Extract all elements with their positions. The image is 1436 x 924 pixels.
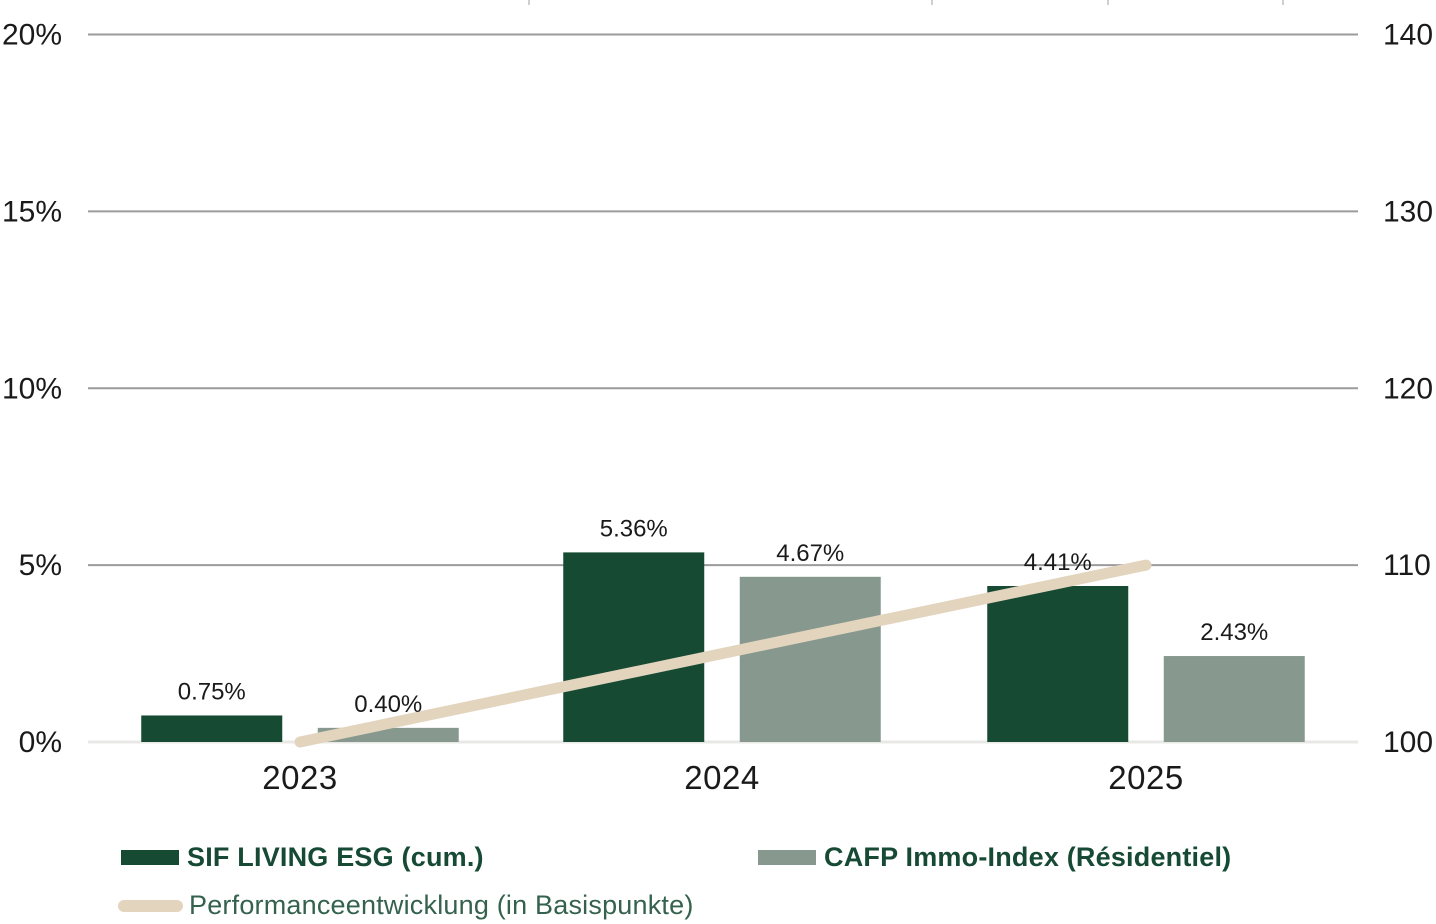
left-axis-tick-label: 15% [2,195,62,228]
right-axis-tick-label: 100 [1383,726,1433,759]
bar-dark-2024 [563,552,705,742]
bar-value-label: 4.67% [776,540,844,567]
legend-item-sif-living: SIF LIVING ESG (cum.) [121,844,484,871]
bar-value-label: 2.43% [1200,619,1268,646]
right-axis-tick-label: 130 [1383,195,1433,228]
bar-value-label: 4.41% [1024,549,1092,576]
left-axis-tick-label: 20% [2,19,62,52]
bar-sage-2024 [739,576,881,742]
right-axis-tick-label: 110 [1383,549,1431,582]
year-label-2025: 2025 [1108,759,1183,796]
legend-item-cafp-index: CAFP Immo-Index (Résidentiel) [758,844,1231,871]
legend-swatch-dark-green [121,850,179,865]
left-axis-tick-label: 10% [2,372,62,405]
performance-line [294,559,1152,748]
legend-swatch-beige-line [118,899,183,912]
bar-value-label: 5.36% [600,515,668,542]
bar-value-label: 0.40% [354,691,422,718]
legend-swatch-sage-green [758,850,816,865]
right-axis-tick-label: 140 [1383,19,1433,52]
right-axis-tick-label: 120 [1383,372,1433,405]
bar-dark-2023 [141,715,283,742]
bar-value-label: 0.75% [178,678,246,705]
bar-sage-2025 [1163,656,1305,742]
legend-label-performance-line: Performanceentwicklung (in Basispunkte) [189,890,694,920]
chart-legend: SIF LIVING ESG (cum.) CAFP Immo-Index (R… [0,830,1436,924]
legend-label-sif-living: SIF LIVING ESG (cum.) [187,842,484,872]
left-axis-tick-label: 0% [19,726,62,759]
performance-bar-line-chart: 0.75% 5.36% 4.41% 0.40% 4.67% 2.43% 20% 15% 10% 5… [2,0,1433,796]
legend-item-performance-line: Performanceentwicklung (in Basispunkte) [118,892,694,919]
year-label-2023: 2023 [262,759,337,796]
year-label-2024: 2024 [684,759,759,796]
left-axis-tick-label: 5% [19,549,62,582]
bar-dark-2025 [987,585,1129,742]
legend-label-cafp-index: CAFP Immo-Index (Résidentiel) [824,842,1232,872]
